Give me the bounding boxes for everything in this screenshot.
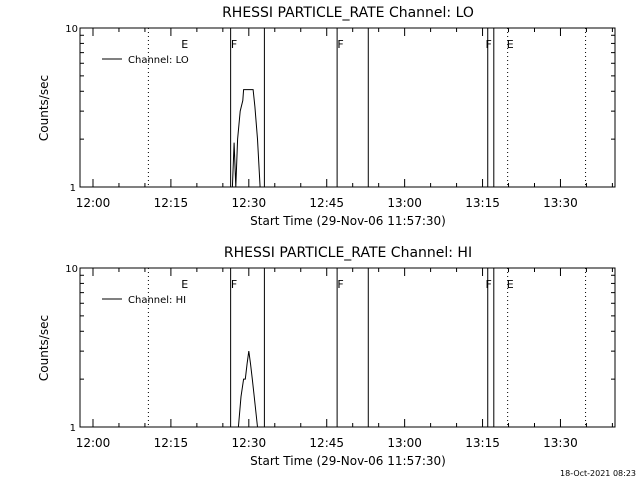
legend-label: Channel: LO [128, 55, 189, 66]
series-line-lo [231, 89, 261, 188]
eclipse-marker-label: E [181, 38, 188, 51]
panel-lo: RHESSI PARTICLE_RATE Channel: LO E F F F E 1… [37, 5, 616, 228]
print-timestamp: 18-Oct-2021 08:23 [560, 469, 636, 478]
x-tick-label: 13:15 [465, 196, 500, 210]
flare-marker-label: F [337, 38, 343, 51]
flare-marker-label: F [485, 38, 491, 51]
legend: Channel: HI [102, 295, 186, 306]
x-tick-label: 12:00 [76, 196, 111, 210]
x-tick-label: 13:30 [543, 436, 578, 450]
x-tick-label: 12:45 [309, 436, 344, 450]
flare-marker-label: F [231, 38, 237, 51]
x-tick-label: 13:30 [543, 196, 578, 210]
x-tick-label: 12:15 [154, 436, 189, 450]
x-axis-label: Start Time (29-Nov-06 11:57:30) [250, 214, 446, 228]
flare-marker-label: F [337, 278, 343, 291]
x-tick-labels: 12:00 12:15 12:30 12:45 13:00 13:15 13:30 [76, 196, 578, 210]
panel-hi: RHESSI PARTICLE_RATE Channel: HI E F F F E 1… [37, 245, 616, 468]
x-tick-labels: 12:00 12:15 12:30 12:45 13:00 13:15 13:30 [76, 436, 578, 450]
eclipse-marker-label: E [507, 38, 514, 51]
flare-marker-label: F [485, 278, 491, 291]
plot-frame [79, 267, 616, 428]
y-tick-label-1: 1 [70, 183, 76, 194]
x-tick-label: 13:15 [465, 436, 500, 450]
y-axis-label: Counts/sec [37, 315, 51, 381]
x-tick-label: 12:30 [232, 436, 267, 450]
x-tick-label: 12:15 [154, 196, 189, 210]
legend: Channel: LO [102, 55, 189, 66]
chart-title: RHESSI PARTICLE_RATE Channel: LO [222, 5, 474, 21]
axis-ticks [80, 268, 615, 427]
x-tick-label: 12:30 [232, 196, 267, 210]
x-tick-label: 12:00 [76, 436, 111, 450]
x-tick-label: 13:00 [387, 436, 422, 450]
legend-label: Channel: HI [128, 295, 186, 306]
x-axis-label: Start Time (29-Nov-06 11:57:30) [250, 454, 446, 468]
flare-marker-label: F [231, 278, 237, 291]
x-tick-label: 13:00 [387, 196, 422, 210]
eclipse-marker-label: E [181, 278, 188, 291]
x-tick-label: 12:45 [309, 196, 344, 210]
series-line-hi [237, 351, 258, 428]
y-tick-label-10: 10 [65, 24, 78, 35]
y-tick-label-10: 10 [65, 264, 78, 275]
y-tick-label-1: 1 [70, 423, 76, 434]
axis-ticks [80, 28, 615, 187]
eclipse-marker-label: E [507, 278, 514, 291]
y-axis-label: Counts/sec [37, 75, 51, 141]
plot-frame [79, 27, 616, 188]
chart-title: RHESSI PARTICLE_RATE Channel: HI [224, 245, 472, 261]
